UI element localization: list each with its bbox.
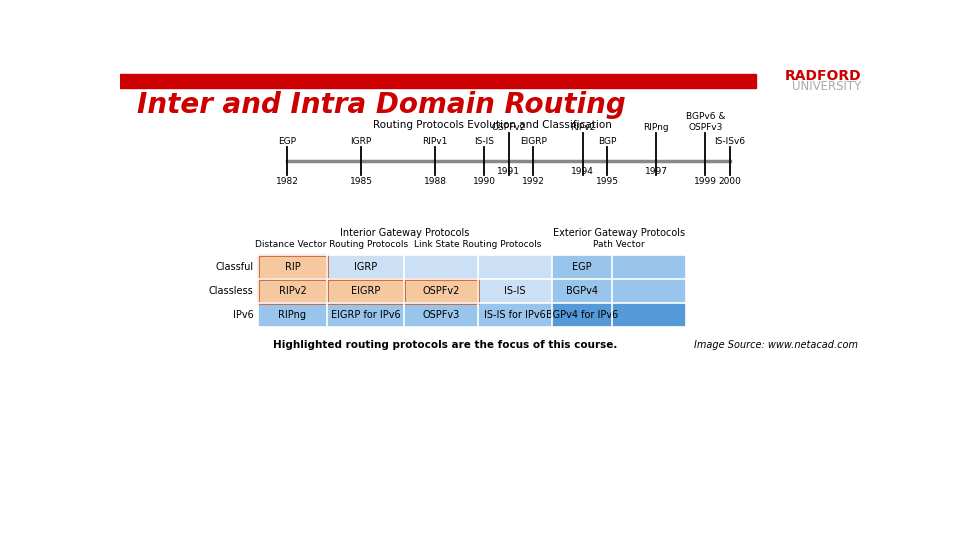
Text: RIPng: RIPng xyxy=(278,309,306,320)
Text: RIPng: RIPng xyxy=(643,123,669,132)
Text: BGP: BGP xyxy=(598,137,616,146)
Text: IS-IS for IPv6: IS-IS for IPv6 xyxy=(484,309,545,320)
Text: OSPFv2: OSPFv2 xyxy=(492,123,526,132)
Text: BGPv4 for IPv6: BGPv4 for IPv6 xyxy=(546,309,618,320)
Text: Classful: Classful xyxy=(215,262,253,272)
Text: RIP: RIP xyxy=(284,262,300,272)
Text: Exterior Gateway Protocols: Exterior Gateway Protocols xyxy=(553,228,684,239)
Text: Link State Routing Protocols: Link State Routing Protocols xyxy=(415,240,541,249)
Text: EGP: EGP xyxy=(572,262,591,272)
Text: 1982: 1982 xyxy=(276,177,299,186)
Bar xyxy=(258,255,327,279)
Text: 1990: 1990 xyxy=(472,177,495,186)
Text: 1985: 1985 xyxy=(349,177,372,186)
Text: RIPv2: RIPv2 xyxy=(278,286,306,296)
Text: 1999: 1999 xyxy=(694,177,717,186)
Text: UNIVERSITY: UNIVERSITY xyxy=(792,80,862,93)
Bar xyxy=(327,279,404,303)
Text: 2000: 2000 xyxy=(719,177,741,186)
Bar xyxy=(258,303,552,327)
Bar xyxy=(258,255,552,327)
Text: 1995: 1995 xyxy=(595,177,618,186)
Text: RIPv1: RIPv1 xyxy=(422,137,447,146)
Text: IS-IS: IS-IS xyxy=(504,286,526,296)
Text: EIGRP for IPv6: EIGRP for IPv6 xyxy=(331,309,400,320)
Text: RADFORD: RADFORD xyxy=(785,69,862,83)
Text: 1994: 1994 xyxy=(571,167,594,176)
Text: 1991: 1991 xyxy=(497,167,520,176)
Text: IS-IS: IS-IS xyxy=(474,137,494,146)
Text: BGPv6 &
OSPFv3: BGPv6 & OSPFv3 xyxy=(685,112,725,132)
Text: RIPv2: RIPv2 xyxy=(570,123,595,132)
Text: EIGRP: EIGRP xyxy=(520,137,547,146)
Text: Path Vector: Path Vector xyxy=(593,240,644,249)
Text: OSPFv2: OSPFv2 xyxy=(422,286,460,296)
Text: Inter and Intra Domain Routing: Inter and Intra Domain Routing xyxy=(137,91,626,119)
Bar xyxy=(120,74,756,88)
Text: Interior Gateway Protocols: Interior Gateway Protocols xyxy=(340,228,469,239)
Text: 1997: 1997 xyxy=(645,167,668,176)
Text: Image Source: www.netacad.com: Image Source: www.netacad.com xyxy=(694,340,858,350)
Text: IGRP: IGRP xyxy=(350,137,372,146)
Bar xyxy=(552,303,685,327)
Text: Routing Protocols Evolution and Classification: Routing Protocols Evolution and Classifi… xyxy=(372,120,612,130)
Text: 1988: 1988 xyxy=(423,177,446,186)
Text: IS-ISv6: IS-ISv6 xyxy=(714,137,746,146)
Text: IPv6: IPv6 xyxy=(232,309,253,320)
Text: 1992: 1992 xyxy=(522,177,544,186)
Text: Classless: Classless xyxy=(208,286,253,296)
Text: BGPv4: BGPv4 xyxy=(565,286,598,296)
Text: Highlighted routing protocols are the focus of this course.: Highlighted routing protocols are the fo… xyxy=(274,340,617,350)
Text: OSPFv3: OSPFv3 xyxy=(422,309,460,320)
Text: EIGRP: EIGRP xyxy=(351,286,380,296)
Bar xyxy=(404,279,478,303)
Text: Distance Vector Routing Protocols: Distance Vector Routing Protocols xyxy=(254,240,408,249)
Bar xyxy=(258,279,327,303)
Bar xyxy=(552,255,685,327)
Text: IGRP: IGRP xyxy=(354,262,377,272)
Text: EGP: EGP xyxy=(278,137,297,146)
